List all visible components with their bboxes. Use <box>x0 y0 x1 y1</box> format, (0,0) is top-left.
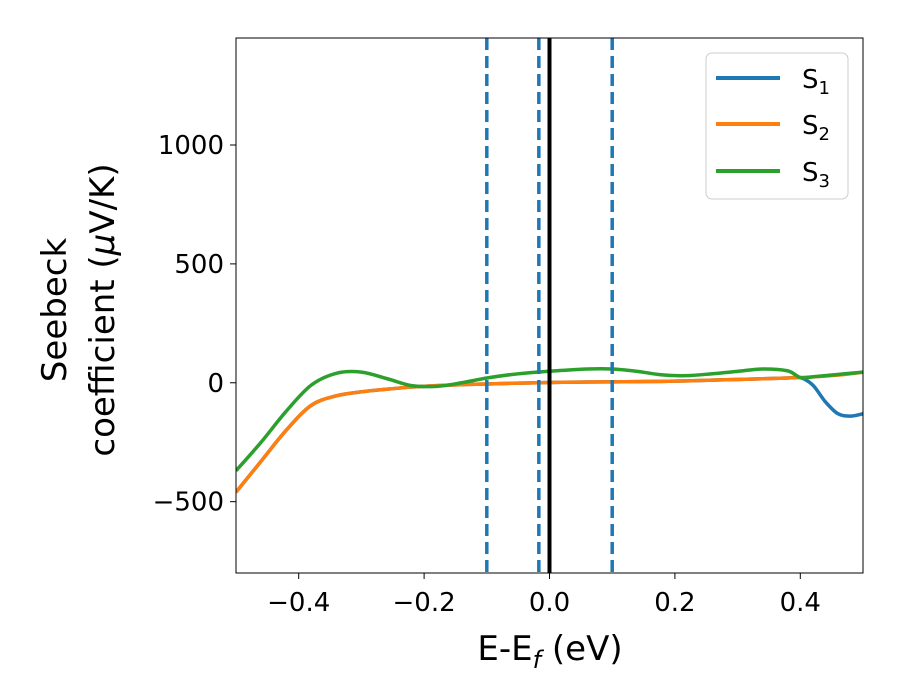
x-axis: −0.4 −0.2 0.0 0.2 0.4 <box>267 573 821 618</box>
legend-entry-s3: S3 <box>716 158 830 192</box>
svg-text:S2: S2 <box>802 111 830 145</box>
y-axis: −500 0 500 1000 <box>153 131 236 518</box>
x-tick-label: −0.2 <box>393 588 456 618</box>
y-tick-label: 0 <box>207 369 224 399</box>
reference-lines-layer <box>485 38 614 573</box>
svg-text:Seebeck: Seebeck <box>35 238 75 383</box>
x-axis-title: E-Ef (eV) <box>477 629 622 674</box>
x-tick-label: 0.0 <box>529 588 570 618</box>
x-tick-label: 0.4 <box>780 588 821 618</box>
svg-text:S1: S1 <box>802 65 830 99</box>
x-tick-label: −0.4 <box>267 588 330 618</box>
y-tick-label: 500 <box>174 250 224 280</box>
legend: S1 S2 S3 <box>705 52 849 200</box>
y-axis-title: Seebeck coefficient (μV/K) <box>35 163 123 456</box>
legend-entry-s1: S1 <box>716 65 830 99</box>
x-tick-label: 0.2 <box>654 588 695 618</box>
y-tick-label: −500 <box>153 488 224 518</box>
svg-text:coefficient (μV/K): coefficient (μV/K) <box>83 163 123 456</box>
series-line-s3 <box>236 367 863 472</box>
svg-text:S3: S3 <box>802 158 830 192</box>
legend-entry-s2: S2 <box>716 111 830 145</box>
series-layer <box>236 367 863 494</box>
y-tick-label: 1000 <box>158 131 224 161</box>
